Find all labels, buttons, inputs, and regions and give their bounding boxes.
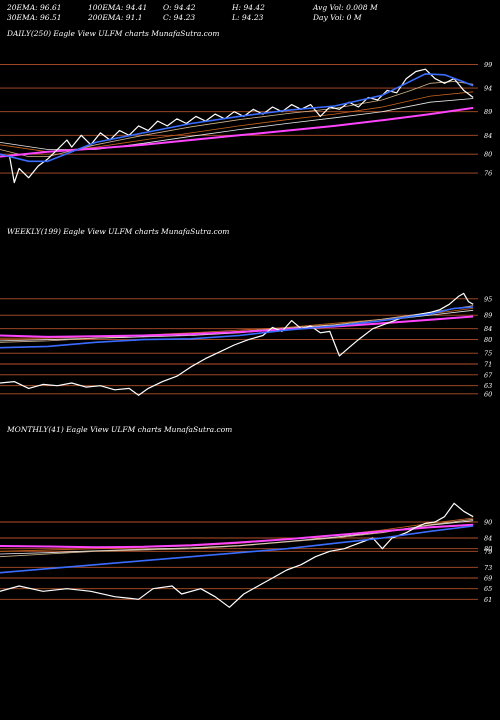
daily-y-tick-label: 94 <box>484 85 492 93</box>
daily-ema-tan-line <box>0 81 474 158</box>
daily-chart: 99 94 89 84 80 76 <box>0 61 492 184</box>
daily-y-tick-label: 84 <box>484 132 492 140</box>
high-stat: H: 94.42 <box>232 3 265 12</box>
daily-price-line <box>0 68 474 184</box>
ema200-stat: 200EMA: 91.1 <box>88 13 143 22</box>
daily-ema-orange-line <box>0 91 474 153</box>
daily-y-tick-label: 80 <box>484 151 492 159</box>
daily-y-tick-label: 99 <box>484 61 492 69</box>
ema30-stat: 30EMA: 96.51 <box>7 13 62 22</box>
monthly-y-tick-label: 90 <box>484 519 492 527</box>
weekly-price-line <box>0 292 474 396</box>
daily-ema-blue-line <box>0 73 474 163</box>
monthly-y-tick-label: 61 <box>484 596 492 604</box>
weekly-y-tick-label: 75 <box>484 350 492 358</box>
monthly-ema-blue-line <box>0 525 474 574</box>
weekly-y-tick-label: 80 <box>484 336 492 344</box>
monthly-y-tick-label: 80 <box>484 545 492 553</box>
monthly-chart-title: MONTHLY(41) Eagle View ULFM charts Munaf… <box>7 425 233 434</box>
close-stat: C: 94.23 <box>163 13 196 22</box>
weekly-y-tick-label: 71 <box>484 361 492 369</box>
low-stat: L: 94.23 <box>232 13 264 22</box>
monthly-y-tick-label: 65 <box>484 585 492 593</box>
weekly-chart-title: WEEKLY(199) Eagle View ULFM charts Munaf… <box>7 227 230 236</box>
monthly-ema-magenta-line <box>0 523 474 549</box>
weekly-ema-orange-line <box>0 308 474 339</box>
ema100-stat: 100EMA: 94.41 <box>88 3 148 12</box>
weekly-ema-magenta-line <box>0 315 474 338</box>
monthly-y-tick-label: 84 <box>484 535 492 543</box>
open-stat: O: 94.42 <box>163 3 196 12</box>
weekly-y-tick-label: 84 <box>484 325 492 333</box>
daily-ema-magenta-line <box>0 106 474 158</box>
daily-chart-title: DAILY(250) Eagle View ULFM charts Munafa… <box>7 29 220 38</box>
weekly-y-tick-label: 89 <box>484 312 492 320</box>
weekly-y-tick-label: 95 <box>484 295 492 303</box>
monthly-price-line <box>0 502 474 608</box>
daily-y-tick-label: 89 <box>484 108 492 116</box>
monthly-y-tick-label: 73 <box>484 564 492 572</box>
weekly-ema-blue-line <box>0 306 474 349</box>
weekly-y-tick-label: 63 <box>484 382 492 390</box>
avg-vol-stat: Avg Vol: 0.008 M <box>313 3 378 12</box>
monthly-y-tick-label: 69 <box>484 575 492 583</box>
monthly-y-tick-label: 79 <box>484 548 492 556</box>
day-vol-stat: Day Vol: 0 M <box>313 13 362 22</box>
daily-ema-white-line <box>0 98 474 150</box>
weekly-y-tick-label: 60 <box>484 390 492 398</box>
ema20-stat: 20EMA: 96.61 <box>7 3 62 12</box>
daily-y-tick-label: 76 <box>484 170 492 178</box>
weekly-y-tick-label: 67 <box>484 371 493 379</box>
